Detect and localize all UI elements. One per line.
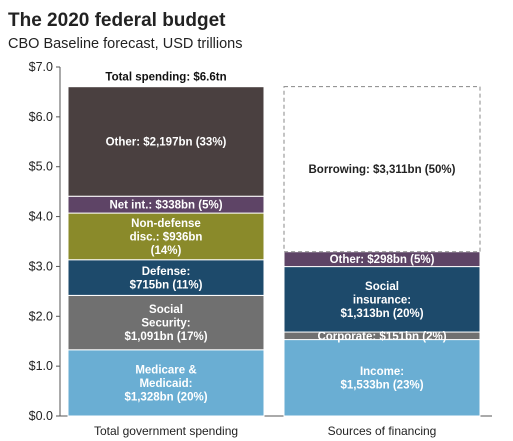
segment-label: Other: $2,197bn (33%)	[106, 136, 227, 148]
segment-label: Corporate: $151bn (2%)	[317, 331, 446, 343]
y-tick-label: $7.0	[29, 60, 53, 74]
chart-subtitle: CBO Baseline forecast, USD trillions	[8, 36, 243, 52]
y-tick-label: $0.0	[29, 409, 53, 423]
bar-segment	[67, 294, 265, 351]
segment-label: Defense: $715bn (11%)	[130, 266, 203, 292]
segment-label: Social Security: $1,091bn (17%)	[124, 304, 207, 343]
y-tick-label: $6.0	[29, 110, 53, 124]
y-tick-label: $4.0	[29, 210, 53, 224]
y-tick-label: $3.0	[29, 259, 53, 273]
bar-segment	[67, 212, 265, 261]
segment-label: Medicare & Medicaid: $1,328bn (20%)	[124, 364, 207, 403]
bar-segment	[67, 259, 265, 296]
y-tick-label: $1.0	[29, 359, 53, 373]
bar-segment	[283, 251, 481, 268]
bar-segment	[67, 349, 265, 417]
segment-label: Net int.: $338bn (5%)	[109, 200, 222, 212]
bar-segment	[283, 86, 481, 253]
bar-segment	[283, 339, 481, 417]
chart-title: The 2020 federal budget	[8, 10, 226, 31]
segment-label: Other: $298bn (5%)	[330, 254, 435, 266]
segment-label: Social insurance: $1,313bn (20%)	[340, 281, 423, 320]
bar-segment	[283, 266, 481, 333]
x-category-label: Sources of financing	[328, 424, 437, 438]
x-category-label: Total government spending	[94, 424, 238, 438]
segment-label: Income: $1,533bn (23%)	[340, 366, 423, 392]
y-tick-label: $2.0	[29, 309, 53, 323]
y-tick-label: $5.0	[29, 160, 53, 174]
bar-segment	[67, 86, 265, 197]
segment-label: Non-defense disc.: $936bn (14%)	[130, 218, 203, 257]
segment-label: Borrowing: $3,311bn (50%)	[309, 164, 456, 176]
total-spending-label: Total spending: $6.6tn	[105, 72, 226, 84]
